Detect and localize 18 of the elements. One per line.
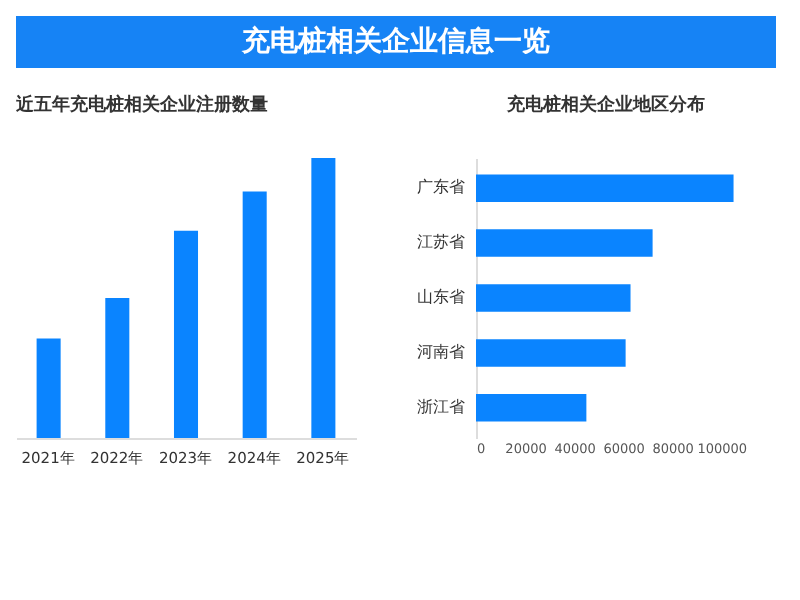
bar xyxy=(36,338,61,438)
y-tick-label: 山东省 xyxy=(417,288,465,306)
bar xyxy=(476,284,631,312)
chart-title: 近五年充电桩相关企业注册数量 xyxy=(14,94,268,116)
bar xyxy=(105,298,130,438)
bar xyxy=(311,158,336,438)
y-tick-label: 河南省 xyxy=(417,342,465,361)
bar xyxy=(476,339,626,367)
bar xyxy=(476,174,734,202)
y-tick-label: 广东省 xyxy=(417,178,465,197)
bar xyxy=(476,229,653,257)
bar xyxy=(173,230,199,438)
text: 充电桩相关企业信息一览 xyxy=(240,24,550,58)
chart-title: 充电桩相关企业地区分布 xyxy=(505,94,705,116)
bar xyxy=(476,394,587,422)
y-tick-label: 江苏省 xyxy=(417,233,465,252)
y-tick-label: 浙江省 xyxy=(417,397,465,416)
bar xyxy=(242,191,267,438)
